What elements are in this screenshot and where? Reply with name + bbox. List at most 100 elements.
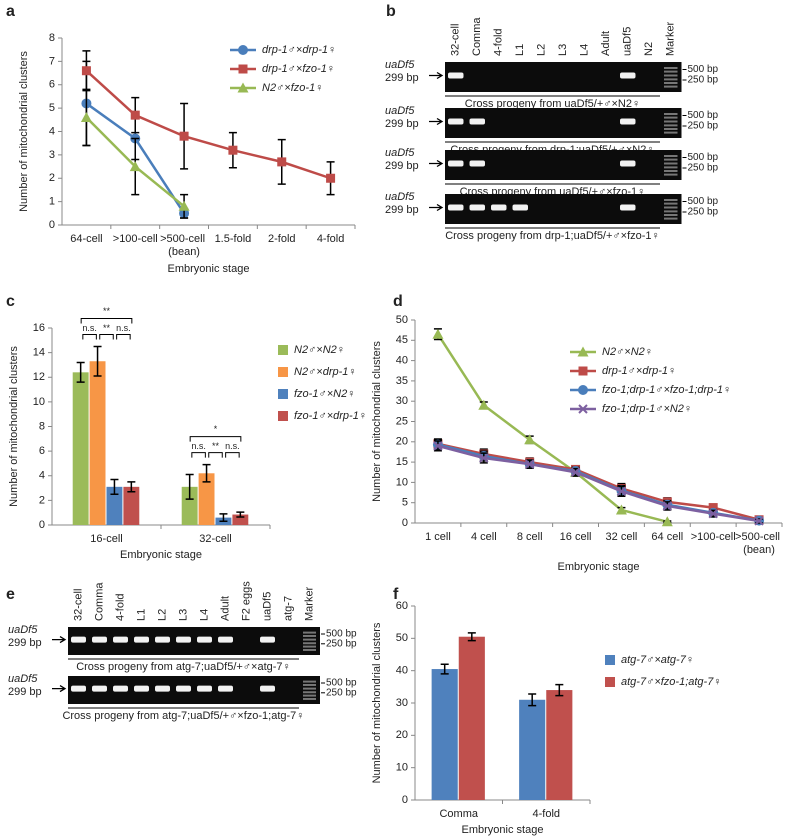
legend-label: fzo-1♂×drp-1♀: [294, 410, 367, 422]
gel-band: [92, 636, 107, 643]
gel-caption: Cross progeny from uaDf5/+♂×N2♀: [465, 98, 640, 110]
x-tick-label: 32 cell: [606, 531, 638, 543]
ladder-band: [664, 158, 678, 161]
bar: [72, 372, 89, 525]
gel-caption: Cross progeny from atg-7;uaDf5/+♂×fzo-1;…: [62, 710, 304, 722]
gel-band: [260, 636, 275, 643]
point: [238, 45, 248, 55]
y-tick-label: 1: [49, 196, 55, 208]
gel-band: [620, 118, 636, 125]
y-tick-label: 2: [39, 494, 45, 506]
y-tick-label: 4: [49, 125, 55, 137]
error-bar: [555, 683, 564, 697]
y-tick-label: 20: [396, 729, 408, 741]
gel-band: [155, 636, 170, 643]
point: [433, 441, 443, 451]
ladder-band: [664, 217, 678, 220]
legend-label: N2♂×drp-1♀: [294, 366, 357, 378]
bar: [89, 361, 106, 525]
bar: [458, 636, 485, 800]
ladder-band: [664, 199, 678, 201]
ladder-band: [303, 648, 316, 651]
size-label: 299 bp: [385, 118, 419, 130]
bracket: [82, 333, 97, 340]
point: [524, 459, 535, 469]
x-tick-label: 16 cell: [560, 531, 592, 543]
gel-band: [218, 636, 233, 643]
y-axis-label: Number of mitochondrial clusters: [8, 346, 20, 507]
point: [81, 66, 91, 76]
gel-band: [448, 118, 464, 125]
lane-label: Comma: [93, 582, 105, 621]
panel-label: e: [6, 586, 15, 603]
legend-label: drp-1♂×drp-1♀: [262, 44, 336, 56]
bracket: [189, 436, 242, 442]
size-label: 299 bp: [385, 160, 419, 172]
ladder-band: [664, 120, 678, 123]
x-tick-label: 4-fold: [532, 808, 560, 820]
x-tick-label: 1.5-fold: [215, 233, 252, 245]
sample-label: uaDf5: [385, 147, 415, 159]
annotation: n.s.: [82, 323, 97, 333]
y-tick-label: 3: [49, 149, 55, 161]
x-tick-label: Comma: [439, 808, 478, 820]
gel-band: [260, 685, 275, 692]
gel-band: [448, 204, 464, 211]
lane-label: uaDf5: [261, 592, 273, 621]
gel-band: [448, 160, 464, 167]
point: [577, 346, 589, 357]
lane-label: F2 eggs: [240, 581, 252, 621]
point: [661, 516, 673, 527]
point: [179, 131, 189, 141]
point: [80, 111, 92, 122]
error-bar: [93, 345, 102, 377]
lane-label: 32-cell: [72, 589, 84, 621]
lane-label: Adult: [219, 596, 231, 621]
x-tick-label: 1 cell: [425, 531, 451, 543]
marker-label: 250 bp: [326, 638, 357, 649]
gel: [68, 627, 320, 655]
annotation: **: [103, 323, 111, 333]
annotation: n.s.: [191, 441, 206, 451]
y-tick-label: 5: [49, 102, 55, 114]
y-axis-label: Number of mitochondrial clusters: [371, 341, 383, 502]
point: [708, 503, 718, 513]
y-tick-label: 8: [39, 420, 45, 432]
y-tick-label: 6: [39, 445, 45, 457]
sample-label: uaDf5: [385, 191, 415, 203]
panel-label: f: [393, 586, 399, 603]
legend-label: N2♂×fzo-1♀: [262, 82, 323, 94]
point: [615, 504, 627, 515]
gel-band: [113, 636, 128, 643]
ladder-band: [664, 155, 678, 157]
ladder-band: [303, 634, 316, 637]
x-tick-label: >500-cell (bean): [735, 531, 783, 556]
point: [277, 157, 287, 167]
lane-label: N2: [643, 42, 655, 56]
x-tick-label: >100-cell: [113, 233, 158, 245]
y-tick-label: 4: [39, 470, 45, 482]
point: [432, 328, 444, 339]
point: [578, 366, 588, 376]
ladder-band: [303, 683, 316, 686]
y-axis-label: Number of mitochondrial clusters: [18, 51, 30, 212]
gel-band: [155, 685, 170, 692]
point: [479, 453, 489, 463]
ladder-band: [664, 70, 678, 73]
point: [478, 399, 490, 410]
error-bar: [236, 511, 245, 518]
ladder-band: [664, 74, 678, 77]
gel-band: [620, 72, 636, 79]
y-tick-label: 10: [396, 762, 408, 774]
ladder-band: [664, 131, 678, 134]
lane-label: L1: [514, 44, 526, 56]
gel-band: [134, 685, 149, 692]
ladder-band: [664, 116, 678, 119]
x-axis-label: Embryonic stage: [558, 561, 640, 573]
ladder-band: [664, 162, 678, 165]
ladder-band: [303, 631, 316, 634]
y-tick-label: 60: [396, 600, 408, 612]
gel-band: [448, 72, 464, 79]
lane-label: uaDf5: [622, 27, 634, 56]
bracket: [208, 452, 223, 458]
